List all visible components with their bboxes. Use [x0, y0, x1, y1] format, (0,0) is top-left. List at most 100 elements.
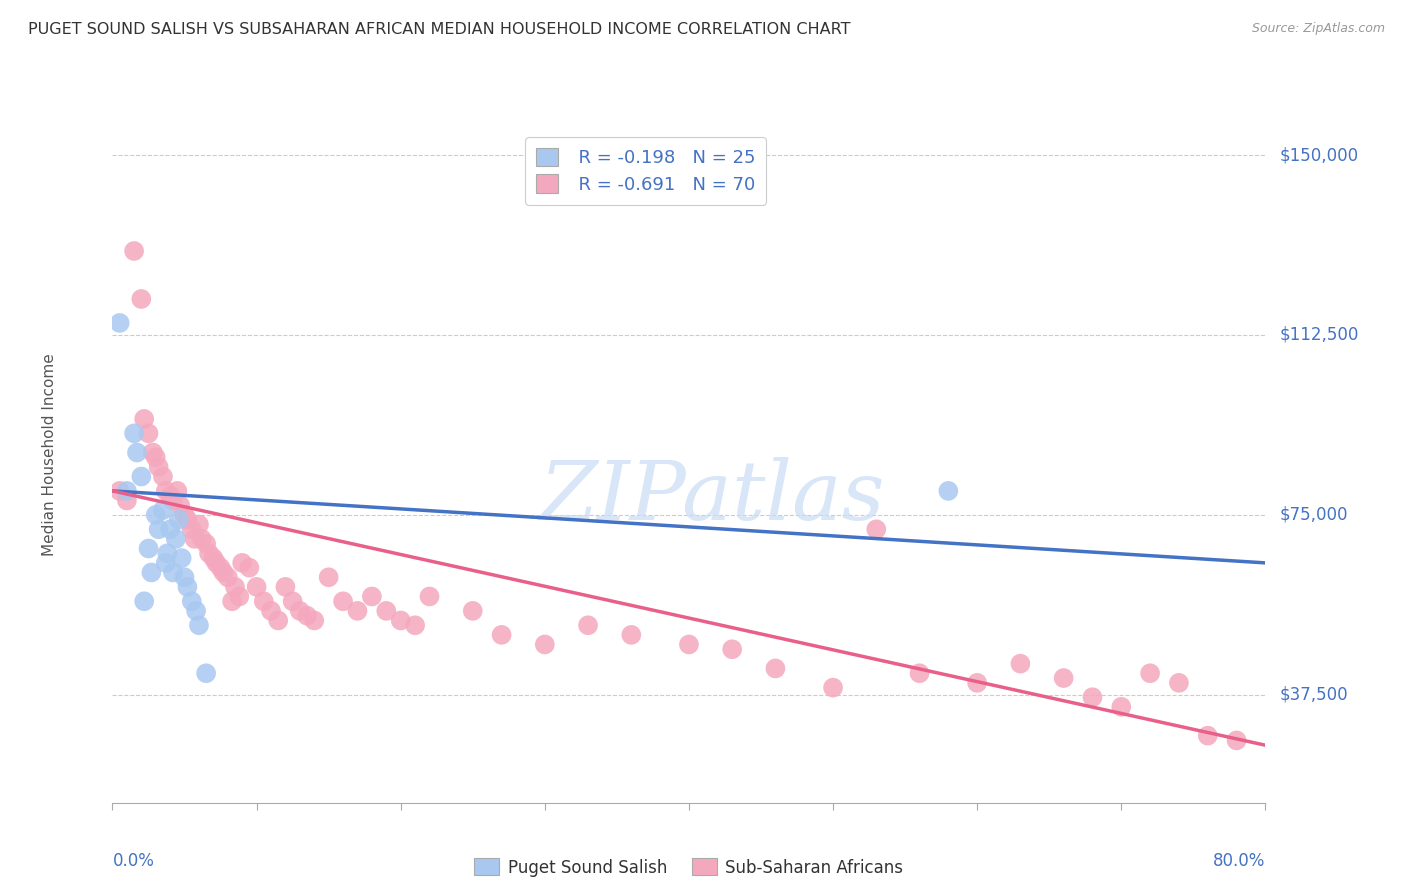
Point — [195, 666, 218, 681]
Point — [170, 551, 193, 566]
Point — [184, 604, 207, 618]
Point — [155, 483, 177, 498]
Point — [173, 570, 195, 584]
Text: Median Household Income: Median Household Income — [42, 353, 56, 557]
Point — [162, 566, 184, 580]
Point — [389, 614, 412, 628]
Point — [360, 590, 382, 604]
Point — [122, 426, 145, 441]
Point — [138, 426, 160, 441]
Point — [419, 590, 441, 604]
Point — [115, 483, 138, 498]
Point — [1226, 733, 1249, 747]
Point — [142, 445, 165, 459]
Point — [152, 503, 174, 517]
Point — [152, 469, 174, 483]
Point — [115, 493, 138, 508]
Point — [205, 556, 228, 570]
Point — [138, 541, 160, 556]
Point — [183, 532, 205, 546]
Text: Source: ZipAtlas.com: Source: ZipAtlas.com — [1251, 22, 1385, 36]
Point — [191, 532, 214, 546]
Text: ZIPatlas: ZIPatlas — [540, 457, 884, 537]
Point — [461, 604, 484, 618]
Point — [148, 459, 170, 474]
Point — [260, 604, 283, 618]
Point — [821, 681, 844, 695]
Point — [221, 594, 243, 608]
Point — [1010, 657, 1032, 671]
Point — [404, 618, 426, 632]
Legend: Puget Sound Salish, Sub-Saharan Africans: Puget Sound Salish, Sub-Saharan Africans — [465, 850, 912, 885]
Point — [180, 594, 202, 608]
Point — [533, 637, 555, 651]
Point — [212, 566, 235, 580]
Point — [966, 676, 988, 690]
Point — [304, 614, 326, 628]
Point — [346, 604, 368, 618]
Text: $37,500: $37,500 — [1279, 686, 1348, 704]
Point — [224, 580, 246, 594]
Point — [195, 537, 218, 551]
Point — [1052, 671, 1074, 685]
Point — [122, 244, 145, 258]
Point — [288, 604, 311, 618]
Point — [141, 566, 163, 580]
Point — [332, 594, 354, 608]
Point — [145, 450, 167, 465]
Point — [231, 556, 253, 570]
Point — [765, 661, 787, 675]
Point — [274, 580, 297, 594]
Point — [159, 489, 181, 503]
Point — [238, 560, 260, 574]
Point — [678, 637, 700, 651]
Text: $112,500: $112,500 — [1279, 326, 1358, 344]
Point — [145, 508, 167, 522]
Point — [188, 517, 211, 532]
Point — [108, 316, 131, 330]
Point — [125, 445, 148, 459]
Point — [245, 580, 267, 594]
Point — [134, 412, 156, 426]
Text: PUGET SOUND SALISH VS SUBSAHARAN AFRICAN MEDIAN HOUSEHOLD INCOME CORRELATION CHA: PUGET SOUND SALISH VS SUBSAHARAN AFRICAN… — [28, 22, 851, 37]
Point — [1197, 729, 1219, 743]
Text: 0.0%: 0.0% — [112, 852, 155, 870]
Point — [908, 666, 931, 681]
Point — [318, 570, 340, 584]
Point — [491, 628, 513, 642]
Point — [1139, 666, 1161, 681]
Point — [1111, 699, 1133, 714]
Point — [173, 508, 195, 522]
Point — [156, 546, 179, 560]
Point — [936, 483, 959, 498]
Point — [134, 594, 156, 608]
Text: 80.0%: 80.0% — [1213, 852, 1265, 870]
Point — [148, 522, 170, 536]
Point — [176, 580, 198, 594]
Point — [267, 614, 290, 628]
Point — [162, 493, 184, 508]
Point — [155, 556, 177, 570]
Point — [165, 532, 187, 546]
Point — [209, 560, 232, 574]
Point — [721, 642, 744, 657]
Point — [281, 594, 304, 608]
Point — [159, 522, 181, 536]
Point — [576, 618, 599, 632]
Point — [1081, 690, 1104, 705]
Point — [129, 292, 153, 306]
Point — [620, 628, 643, 642]
Point — [166, 483, 188, 498]
Text: $150,000: $150,000 — [1279, 146, 1358, 164]
Point — [129, 469, 153, 483]
Point — [169, 498, 191, 512]
Point — [167, 513, 190, 527]
Point — [253, 594, 276, 608]
Point — [176, 513, 198, 527]
Point — [180, 522, 202, 536]
Point — [188, 618, 211, 632]
Point — [217, 570, 239, 584]
Point — [1167, 676, 1189, 690]
Point — [375, 604, 398, 618]
Text: $75,000: $75,000 — [1279, 506, 1348, 524]
